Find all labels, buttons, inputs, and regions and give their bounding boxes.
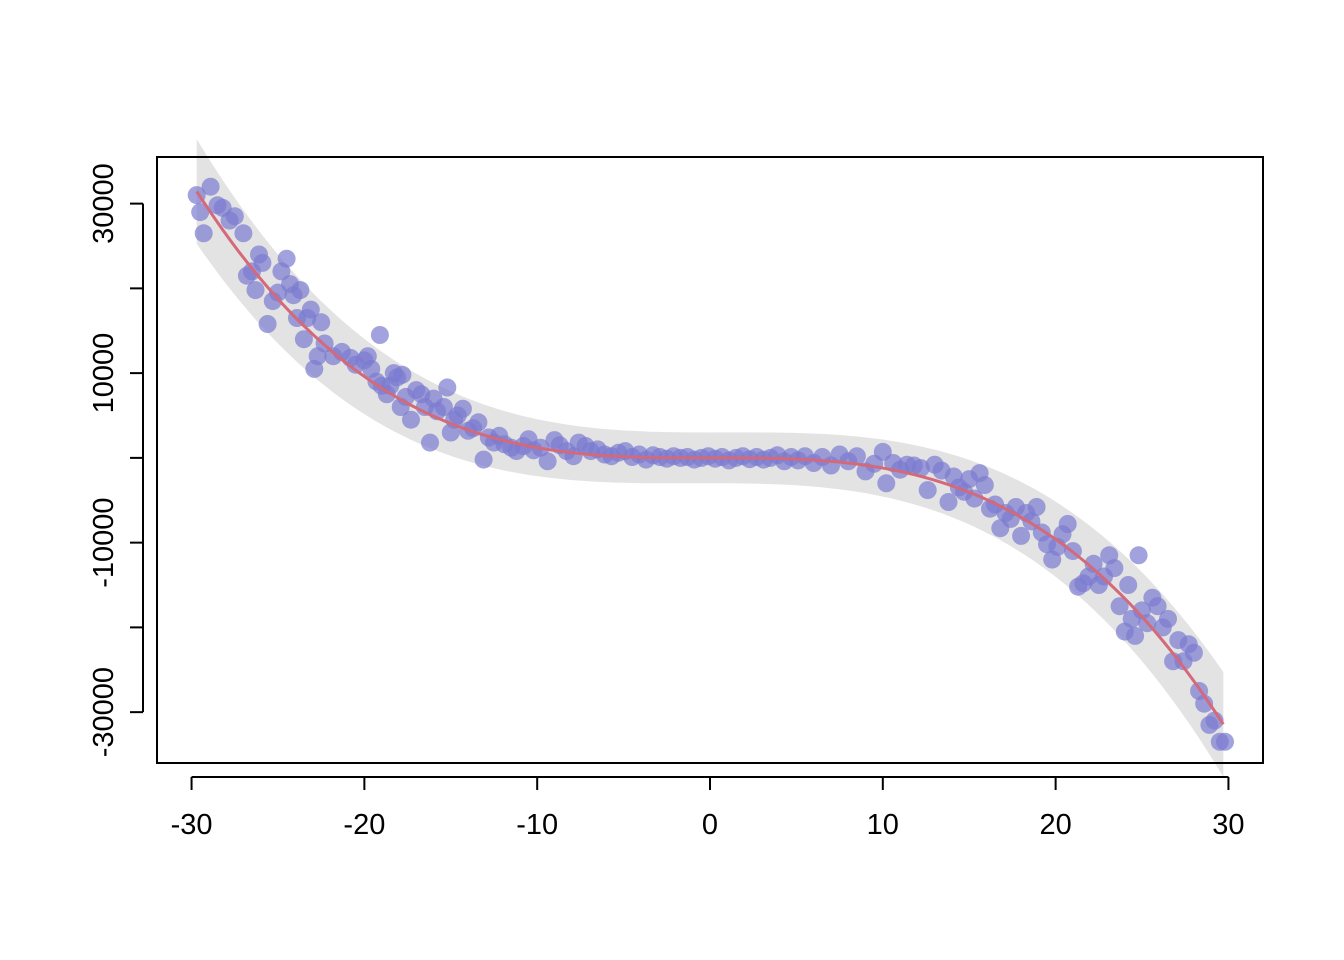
data-point	[1110, 597, 1129, 616]
data-point	[1195, 694, 1214, 713]
data-point	[258, 315, 277, 333]
x-tick-label: -30	[171, 809, 213, 841]
y-tick-label: -10000	[88, 497, 120, 587]
data-point	[1027, 498, 1046, 516]
data-point	[939, 493, 958, 511]
data-point	[911, 459, 930, 478]
y-tick-label: -30000	[88, 667, 120, 757]
x-tick-label: 0	[702, 809, 718, 841]
fit-curve	[195, 190, 1225, 726]
fit-curve-layer	[195, 190, 1225, 726]
data-point	[1058, 515, 1077, 533]
data-point	[434, 398, 453, 416]
data-point	[312, 313, 331, 332]
y-tick-label: 10000	[88, 333, 120, 414]
x-tick-label: -10	[516, 809, 558, 841]
data-point	[234, 224, 253, 243]
data-point	[1084, 554, 1103, 573]
data-point	[453, 399, 472, 418]
data-point	[194, 224, 213, 243]
data-point	[201, 177, 220, 196]
data-point	[253, 253, 272, 272]
data-point	[1216, 732, 1234, 751]
data-point	[918, 481, 937, 500]
y-axis: -30000 -10000 10000 30000	[88, 163, 144, 757]
data-point	[1129, 546, 1148, 565]
plot-frame	[156, 156, 1264, 764]
data-point	[294, 330, 313, 349]
data-point	[370, 326, 389, 344]
data-point	[1159, 609, 1177, 628]
data-point	[469, 413, 488, 432]
x-tick-label: 10	[867, 809, 899, 841]
data-point	[1126, 626, 1145, 645]
data-point	[225, 207, 244, 226]
data-point	[291, 281, 310, 300]
x-tick-label: -20	[343, 809, 385, 841]
data-point	[1105, 559, 1124, 578]
data-point	[438, 378, 457, 397]
data-point	[277, 249, 296, 268]
y-tick-label: 30000	[88, 163, 120, 244]
x-axis: -30 -20 -10 0 10 20 30	[171, 776, 1245, 841]
data-point	[191, 203, 210, 222]
data-point	[402, 410, 420, 429]
data-point	[1012, 526, 1031, 545]
data-point	[1148, 597, 1167, 616]
data-point	[877, 474, 896, 493]
x-tick-label: 30	[1212, 809, 1244, 841]
data-point	[975, 476, 994, 494]
data-points-layer	[187, 177, 1234, 751]
data-point	[1119, 576, 1138, 594]
data-point	[474, 450, 493, 469]
data-point	[1184, 643, 1203, 662]
x-tick-label: 20	[1039, 809, 1071, 841]
data-point	[301, 300, 320, 319]
data-point	[246, 281, 265, 300]
data-point	[847, 447, 866, 466]
data-point	[421, 433, 439, 452]
data-point	[393, 365, 412, 384]
data-point	[538, 452, 557, 471]
